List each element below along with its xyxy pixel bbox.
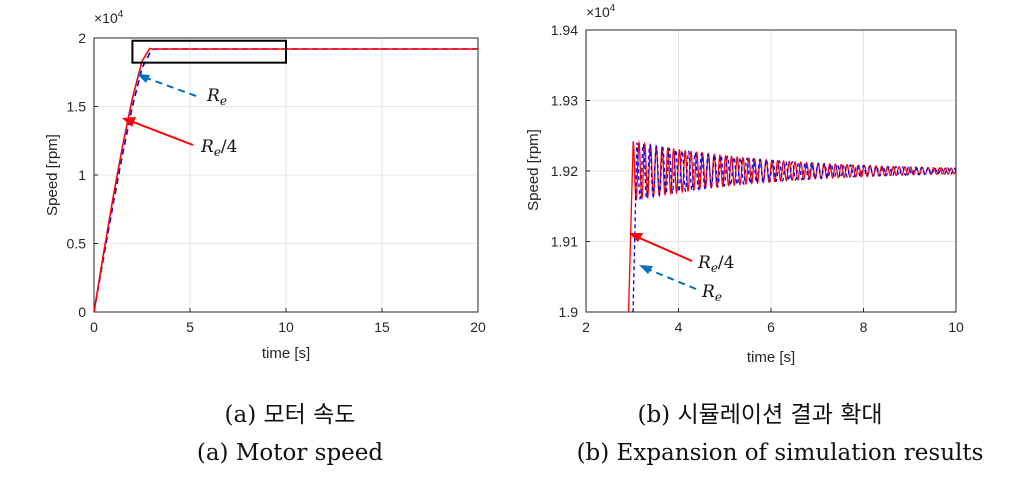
chart-b-y-label: Speed [rpm]	[525, 129, 542, 211]
chart-b-annotation-re-arrow	[644, 267, 697, 290]
chart-a-annotation-re-arrowhead	[137, 74, 150, 83]
y-tick-label: 2	[78, 30, 86, 46]
chart-a-y-label: Speed [rpm]	[44, 134, 61, 216]
x-tick-label: 5	[186, 319, 194, 335]
chart-a-grid	[94, 38, 478, 312]
chart-a-series	[93, 47, 478, 313]
x-tick-label: 0	[90, 319, 98, 335]
chart-a-annotation-re4-label: Re/4	[200, 137, 237, 159]
x-tick-label: 10	[278, 319, 294, 335]
chart-b-x-label: time [s]	[747, 349, 795, 366]
series-line-re4	[93, 47, 478, 313]
y-tick-label: 1	[78, 167, 86, 183]
chart-a-annotation-re4-arrow	[127, 119, 194, 146]
chart-a-zoom-box	[131, 39, 287, 64]
chart-b-ticks: 2 4 6 8 10 1.9 1.91 1.92 1.93 1.94	[551, 22, 964, 335]
y-tick-label: 0	[78, 304, 86, 320]
chart-a-y-multiplier: ×104	[94, 9, 124, 26]
caption-b-korean: (b) 시뮬레이션 결과 확대	[637, 402, 883, 428]
chart-b-annotation-re-label: Re	[701, 282, 722, 304]
caption-a-korean: (a) 모터 속도	[224, 402, 356, 428]
y-tick-label: 1.91	[551, 234, 578, 250]
y-tick-label: 1.94	[551, 22, 578, 38]
y-tick-label: 0.5	[67, 236, 87, 252]
chart-b: 2 4 6 8 101.91.911.921.931.94 ×104 time [s] …	[525, 3, 964, 366]
chart-a: 0 5 10 15 20 0 0.5 1 1.5 2 ×104 time [s] Speed [r…	[44, 9, 486, 362]
x-tick-label: 10	[948, 319, 964, 335]
y-tick-label: 1.5	[67, 99, 87, 115]
chart-b-annotation-re4-arrow	[634, 235, 693, 262]
chart-a-x-label: time [s]	[262, 345, 310, 362]
x-tick-label: 2	[582, 319, 590, 335]
y-tick-label: 1.93	[551, 93, 578, 109]
y-tick-label: 1.9	[559, 304, 579, 320]
chart-b-annotation-re-arrowhead	[639, 265, 653, 274]
y-tick-label: 1.92	[551, 163, 578, 179]
x-tick-label: 6	[767, 319, 775, 335]
x-tick-label: 20	[470, 319, 486, 335]
chart-b-annotation-re4-label: Re/4	[697, 253, 734, 275]
chart-a-annotation-re-label: Re	[206, 86, 227, 108]
chart-b-y-multiplier: ×104	[586, 3, 616, 20]
chart-a-annotation-re4-arrowhead	[122, 117, 136, 127]
series-line-re4	[627, 140, 956, 312]
caption-a-english: (a) Motor speed	[196, 440, 384, 466]
x-tick-label: 8	[860, 319, 868, 335]
x-tick-label: 4	[675, 319, 683, 335]
series-line-re	[632, 142, 956, 312]
chart-a-annotation-re-arrow	[140, 75, 197, 97]
chart-a-ticks: 0 5 10 15 20 0 0.5 1 1.5 2	[67, 30, 486, 335]
x-tick-label: 15	[374, 319, 390, 335]
chart-b-series	[627, 140, 956, 312]
caption-b-english: (b) Expansion of simulation results	[576, 440, 984, 466]
chart-b-annotation-re4-arrowhead	[629, 233, 643, 242]
